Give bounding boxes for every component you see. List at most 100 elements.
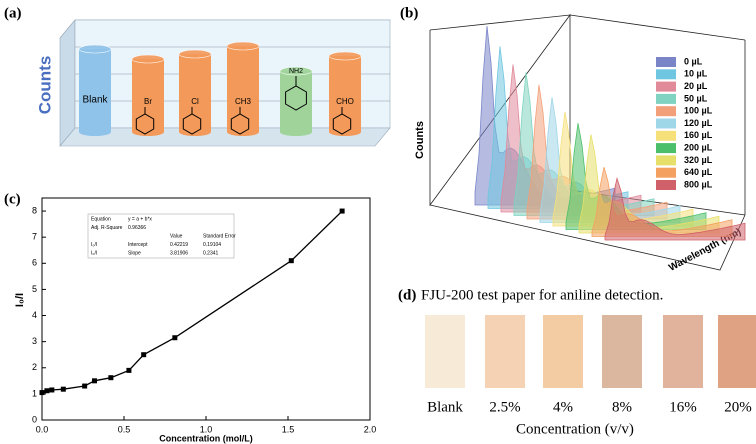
swatch-label: 2.5% [489,399,520,415]
inset-cell: Intercept [128,242,148,248]
inset-table [87,213,235,259]
legend-swatch [656,57,676,67]
swatch-label: Blank [427,399,463,415]
legend-label: 50 µL [684,93,708,103]
inset-cell: Equation [91,216,111,222]
inset-cell: 3.81906 [170,250,188,256]
legend-label: 100 µL [684,106,713,116]
legend-label: 320 µL [684,155,713,165]
x-axis-label: Concentration (mol/L) [159,433,253,443]
x-tick-label: 2.0 [364,424,377,434]
data-point [44,388,50,394]
data-point [49,387,55,393]
x-tick-label: 1.5 [282,424,295,434]
bar-label: CHO [336,97,354,106]
inset-cell: I₀/I [91,250,97,256]
data-point [339,208,345,214]
y-axis-label: Counts [35,56,54,115]
inset-cell: 0.19104 [203,242,221,248]
legend-label: 640 µL [684,167,713,177]
x-axis-label: Concentration (v/v) [516,421,634,437]
inset-cell: Value [170,233,183,239]
bar-top [279,66,313,76]
benzene-ring [332,113,352,135]
test-paper [663,315,703,388]
bar [227,46,259,136]
bar [280,71,312,136]
test-paper [425,315,465,388]
panel-label: (a) [4,5,22,21]
inset-cell: Slope [128,250,141,256]
swatch-label: 20% [724,399,752,415]
legend-swatch [656,130,676,141]
legend-label: 120 µL [684,118,713,128]
benzene-ring [135,113,155,135]
data-point [108,375,114,381]
bar-label: CH3 [235,97,252,106]
legend-swatch [656,167,676,178]
legend-label: 20 µL [684,81,708,91]
benzene-ring [230,113,250,135]
bar-label: Br [144,97,152,106]
test-paper [718,315,756,388]
inset-cell: I₀/I [91,242,97,248]
data-point [60,386,66,392]
inset-cell: 0.96366 [128,225,146,231]
bar [79,49,111,136]
legend-swatch [656,143,676,154]
bar [329,56,361,136]
test-paper [602,315,642,388]
test-paper [543,315,583,388]
y-tick-label: 6 [32,258,37,268]
legend-label: 800 µL [684,179,713,189]
data-point [172,335,178,341]
y-axis-label: I₀/I [14,293,26,307]
y-tick-label: 3 [32,336,37,346]
legend-swatch [656,69,676,80]
data-point [141,352,147,358]
test-paper [485,315,525,388]
y-axis-label: Counts [414,121,426,159]
legend-swatch [656,180,676,190]
panel-label: (d) [398,287,416,303]
inset-cell: y = a + b*x [128,216,152,222]
bar-label: Cl [191,97,199,106]
panel-label: (c) [4,191,21,207]
bar-top [78,44,112,54]
inset-cell: 0.42219 [170,242,188,248]
inset-cell: Adj. R-Square [91,225,123,231]
inset-cell: 0.2341 [203,250,219,256]
benzene-ring [182,113,202,135]
y-tick-label: 1 [32,388,37,398]
panel-label: (b) [400,5,418,21]
bar-top [226,41,260,51]
legend-swatch [656,93,676,104]
spectrum [604,176,746,241]
swatch-label: 8% [612,399,632,415]
bar-top [178,49,212,59]
legend-label: 200 µL [684,142,713,152]
y-tick-label: 0 [32,414,37,424]
y-tick-label: 2 [32,362,37,372]
y-tick-label: 8 [32,205,37,215]
data-point [91,378,97,384]
panel-title: FJU-200 test paper for aniline detection… [421,287,663,303]
x-tick-label: 0.0 [36,424,49,434]
legend-swatch [656,118,676,129]
bar-label: NH2 [289,68,303,75]
y-tick-label: 7 [32,232,37,242]
data-point [39,390,45,396]
bar-top [131,54,165,64]
bar [179,54,211,136]
y-tick-label: 5 [32,284,37,294]
y-tick-label: 4 [32,310,37,320]
bar-label: Blank [82,95,108,106]
inset-cell: Standard Error [203,233,236,239]
data-point [126,367,132,373]
x-tick-label: 0.5 [118,424,131,434]
legend-swatch [656,155,676,166]
x-tick-label: 1.0 [200,424,213,434]
bar-top [328,51,362,61]
swatch-label: 4% [553,399,573,415]
